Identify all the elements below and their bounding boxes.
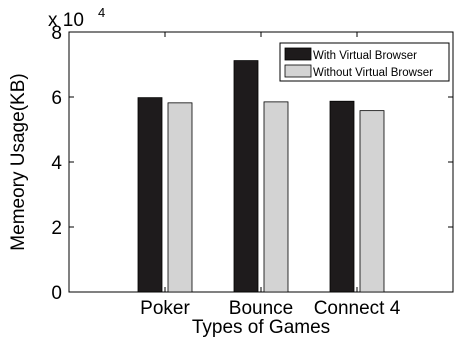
y-multiplier-label: x 10 xyxy=(48,10,84,31)
y-tick-label: 0 xyxy=(51,283,62,304)
legend-label-with-virtual-browser: With Virtual Browser xyxy=(313,50,417,62)
legend-swatch-with-virtual-browser xyxy=(284,47,312,61)
x-axis-label: Types of Games xyxy=(192,317,330,338)
bar-with-virtual-browser xyxy=(233,60,259,293)
bar-without-virtual-browser xyxy=(263,101,289,293)
legend-swatch-without-virtual-browser xyxy=(284,64,312,78)
x-tick-label: Poker xyxy=(140,298,190,319)
y-tick-label: 4 xyxy=(51,153,62,174)
y-tick-label: 8 xyxy=(51,23,62,44)
legend-label-without-virtual-browser: Without Virtual Browser xyxy=(313,67,433,79)
bar-with-virtual-browser xyxy=(137,97,163,293)
y-axis-ticks: 0 2 4 6 8 xyxy=(51,23,453,304)
x-axis-ticks: Poker Bounce Connect 4 xyxy=(140,32,401,319)
legend: With Virtual Browser Without Virtual Bro… xyxy=(279,42,450,82)
y-tick-label: 6 xyxy=(51,88,62,109)
x-tick-label: Connect 4 xyxy=(314,298,401,319)
bar-without-virtual-browser xyxy=(359,110,385,293)
y-multiplier-exponent: 4 xyxy=(98,5,105,20)
y-axis-label: Memeory Usage(KB) xyxy=(8,73,29,250)
y-tick-label: 2 xyxy=(51,218,62,239)
bar-without-virtual-browser xyxy=(167,102,193,293)
bar-with-virtual-browser xyxy=(329,100,355,293)
bars-group xyxy=(137,60,385,293)
x-tick-label: Bounce xyxy=(229,298,293,319)
